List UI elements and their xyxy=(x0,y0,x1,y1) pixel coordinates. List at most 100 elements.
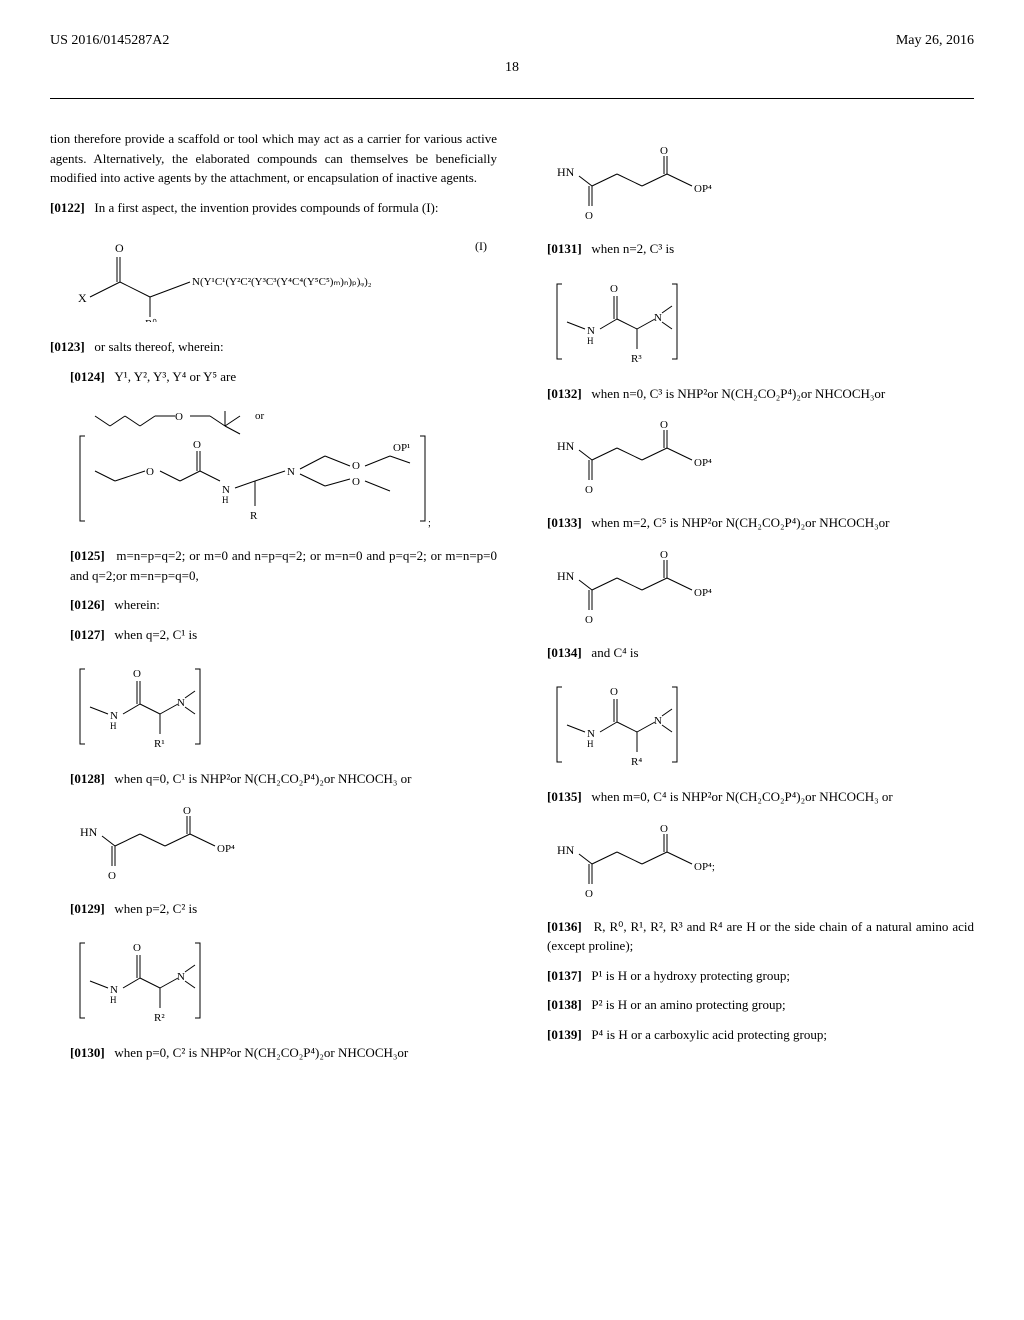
para-0136-text: R, R⁰, R¹, R², R³ and R⁴ are H or the si… xyxy=(547,919,974,954)
svg-text:N: N xyxy=(177,697,185,709)
hn-op4-diagram-1: HN O O OP⁴ xyxy=(70,804,497,884)
svg-text:N: N xyxy=(654,715,662,727)
para-ref-0133: [0133] xyxy=(547,515,582,530)
para-ref-0124: [0124] xyxy=(70,369,105,384)
or-label: or xyxy=(255,410,265,422)
hn-label-4: HN xyxy=(557,569,575,583)
left-column: tion therefore provide a scaffold or too… xyxy=(50,129,497,1073)
para-0127: [0127] when q=2, C¹ is xyxy=(50,625,497,645)
hn-op4-diagram-4: HN O O OP⁴ xyxy=(547,548,974,628)
para-0125-text: m=n=p=q=2; or m=0 and n=p=q=2; or m=n=0 … xyxy=(70,548,497,583)
svg-text:H: H xyxy=(110,995,117,1005)
para-0134-text: and C⁴ is xyxy=(591,645,638,660)
c1-structure-diagram: N H O N R¹ xyxy=(70,659,497,754)
right-column: HN O O OP⁴ [0131] when n=2, C³ is xyxy=(527,129,974,1073)
svg-text:H: H xyxy=(587,739,594,749)
para-0137: [0137] P¹ is H or a hydroxy protecting g… xyxy=(527,966,974,986)
para-0131: [0131] when n=2, C³ is xyxy=(527,239,974,259)
para-0138-text: P² is H or an amino protecting group; xyxy=(591,997,785,1012)
para-0134: [0134] and C⁴ is xyxy=(527,643,974,663)
hn-label-5: HN xyxy=(557,843,575,857)
two-column-layout: tion therefore provide a scaffold or too… xyxy=(50,129,974,1073)
hn-op4-svg-1: HN O O OP⁴ xyxy=(70,804,260,884)
para-0131-text: when n=2, C³ is xyxy=(591,241,674,256)
para-0129: [0129] when p=2, C² is xyxy=(50,899,497,919)
para-0126: [0126] wherein: xyxy=(50,595,497,615)
para-ref-0127: [0127] xyxy=(70,627,105,642)
svg-text:O: O xyxy=(585,888,593,900)
op4-semi-label: OP⁴; xyxy=(694,861,715,873)
svg-text:H: H xyxy=(222,495,229,505)
svg-text:O: O xyxy=(585,484,593,496)
hn-op4-svg-5: HN O O OP⁴; xyxy=(547,822,737,902)
para-0123: [0123] or salts thereof, wherein: xyxy=(50,337,497,357)
para-0132-text: when n=0, C³ is NHP²or N(CH₂CO₂P⁴)₂or NH… xyxy=(591,386,885,401)
svg-text:O: O xyxy=(175,411,183,423)
hn-op4-svg-4: HN O O OP⁴ xyxy=(547,548,737,628)
para-0130: [0130] when p=0, C² is NHP²or N(CH₂CO₂P⁴… xyxy=(50,1043,497,1063)
op4-label-2: OP⁴ xyxy=(694,183,712,195)
para-ref-0132: [0132] xyxy=(547,386,582,401)
formula-n-chain: N(Y¹C¹(Y²C²(Y³C³(Y⁴C⁴(Y⁵C⁵)ₘ)ₙ)ₚ)ᵩ)₂ xyxy=(192,276,372,288)
y-structure-svg: O or O O N H R N O O OP¹ ; xyxy=(70,401,430,531)
svg-text:O: O xyxy=(352,476,360,488)
svg-text:O: O xyxy=(133,942,141,954)
y-r-label: R xyxy=(250,510,258,522)
para-ref-0122: [0122] xyxy=(50,200,85,215)
c2-r-label: R² xyxy=(154,1012,165,1024)
para-0126-text: wherein: xyxy=(114,597,159,612)
para-ref-0131: [0131] xyxy=(547,241,582,256)
op4-label-1: OP⁴ xyxy=(217,843,235,855)
svg-text:O: O xyxy=(133,668,141,680)
svg-text:O: O xyxy=(183,805,191,817)
hn-op4-svg-2: HN O O OP⁴ xyxy=(547,144,737,224)
svg-text:O: O xyxy=(146,466,154,478)
c1-svg: N H O N R¹ xyxy=(70,659,220,754)
para-0130-text: when p=0, C² is NHP²or N(CH₂CO₂P⁴)₂or NH… xyxy=(114,1045,408,1060)
svg-text:;: ; xyxy=(428,517,430,529)
formula-I-diagram: (I) X O R⁰ N(Y¹C¹(Y²C²(Y³C³(Y⁴C⁴(Y⁵C⁵)ₘ)… xyxy=(70,232,497,322)
para-0139: [0139] P⁴ is H or a carboxylic acid prot… xyxy=(527,1025,974,1045)
para-0129-text: when p=2, C² is xyxy=(114,901,197,916)
svg-text:O: O xyxy=(115,241,124,255)
para-ref-0123: [0123] xyxy=(50,339,85,354)
para-ref-0134: [0134] xyxy=(547,645,582,660)
formula-r0-label: R⁰ xyxy=(145,318,157,322)
hn-op4-diagram-3: HN O O OP⁴ xyxy=(547,418,974,498)
para-0136: [0136] R, R⁰, R¹, R², R³ and R⁴ are H or… xyxy=(527,917,974,956)
svg-text:O: O xyxy=(610,283,618,295)
svg-text:N: N xyxy=(177,971,185,983)
para-ref-0136: [0136] xyxy=(547,919,582,934)
formula-x-label: X xyxy=(78,291,87,305)
svg-text:O: O xyxy=(193,439,201,451)
op1-label: OP¹ xyxy=(393,442,410,454)
c3-svg: N H O N R³ xyxy=(547,274,697,369)
intro-continuation: tion therefore provide a scaffold or too… xyxy=(50,129,497,188)
para-0124: [0124] Y¹, Y², Y³, Y⁴ or Y⁵ are xyxy=(50,367,497,387)
c4-svg: N H O N R⁴ xyxy=(547,677,697,772)
svg-text:O: O xyxy=(585,210,593,222)
svg-text:N: N xyxy=(287,466,295,478)
hn-label-3: HN xyxy=(557,439,575,453)
para-0132: [0132] when n=0, C³ is NHP²or N(CH₂CO₂P⁴… xyxy=(527,384,974,404)
para-ref-0129: [0129] xyxy=(70,901,105,916)
para-0122: [0122] In a first aspect, the invention … xyxy=(50,198,497,218)
para-0128-text: when q=0, C¹ is NHP²or N(CH₂CO₂P⁴)₂or NH… xyxy=(114,771,411,786)
op4-label-3: OP⁴ xyxy=(694,457,712,469)
para-0135-text: when m=0, C⁴ is NHP²or N(CH₂CO₂P⁴)₂or NH… xyxy=(591,789,892,804)
para-0138: [0138] P² is H or an amino protecting gr… xyxy=(527,995,974,1015)
c4-r-label: R⁴ xyxy=(631,756,642,768)
hn-label-1: HN xyxy=(80,825,98,839)
svg-text:O: O xyxy=(352,460,360,472)
para-0122-text: In a first aspect, the invention provide… xyxy=(94,200,438,215)
c1-r-label: R¹ xyxy=(154,738,165,750)
svg-text:H: H xyxy=(110,721,117,731)
formula-I-svg: X O R⁰ N(Y¹C¹(Y²C²(Y³C³(Y⁴C⁴(Y⁵C⁵)ₘ)ₙ)ₚ)… xyxy=(70,232,390,322)
svg-text:N: N xyxy=(654,312,662,324)
svg-text:O: O xyxy=(585,614,593,626)
c2-structure-diagram: N H O N R² xyxy=(70,933,497,1028)
para-0124-text: Y¹, Y², Y³, Y⁴ or Y⁵ are xyxy=(114,369,236,384)
header-divider xyxy=(50,98,974,99)
page-number: 18 xyxy=(50,57,974,78)
hn-op4-diagram-5: HN O O OP⁴; xyxy=(547,822,974,902)
